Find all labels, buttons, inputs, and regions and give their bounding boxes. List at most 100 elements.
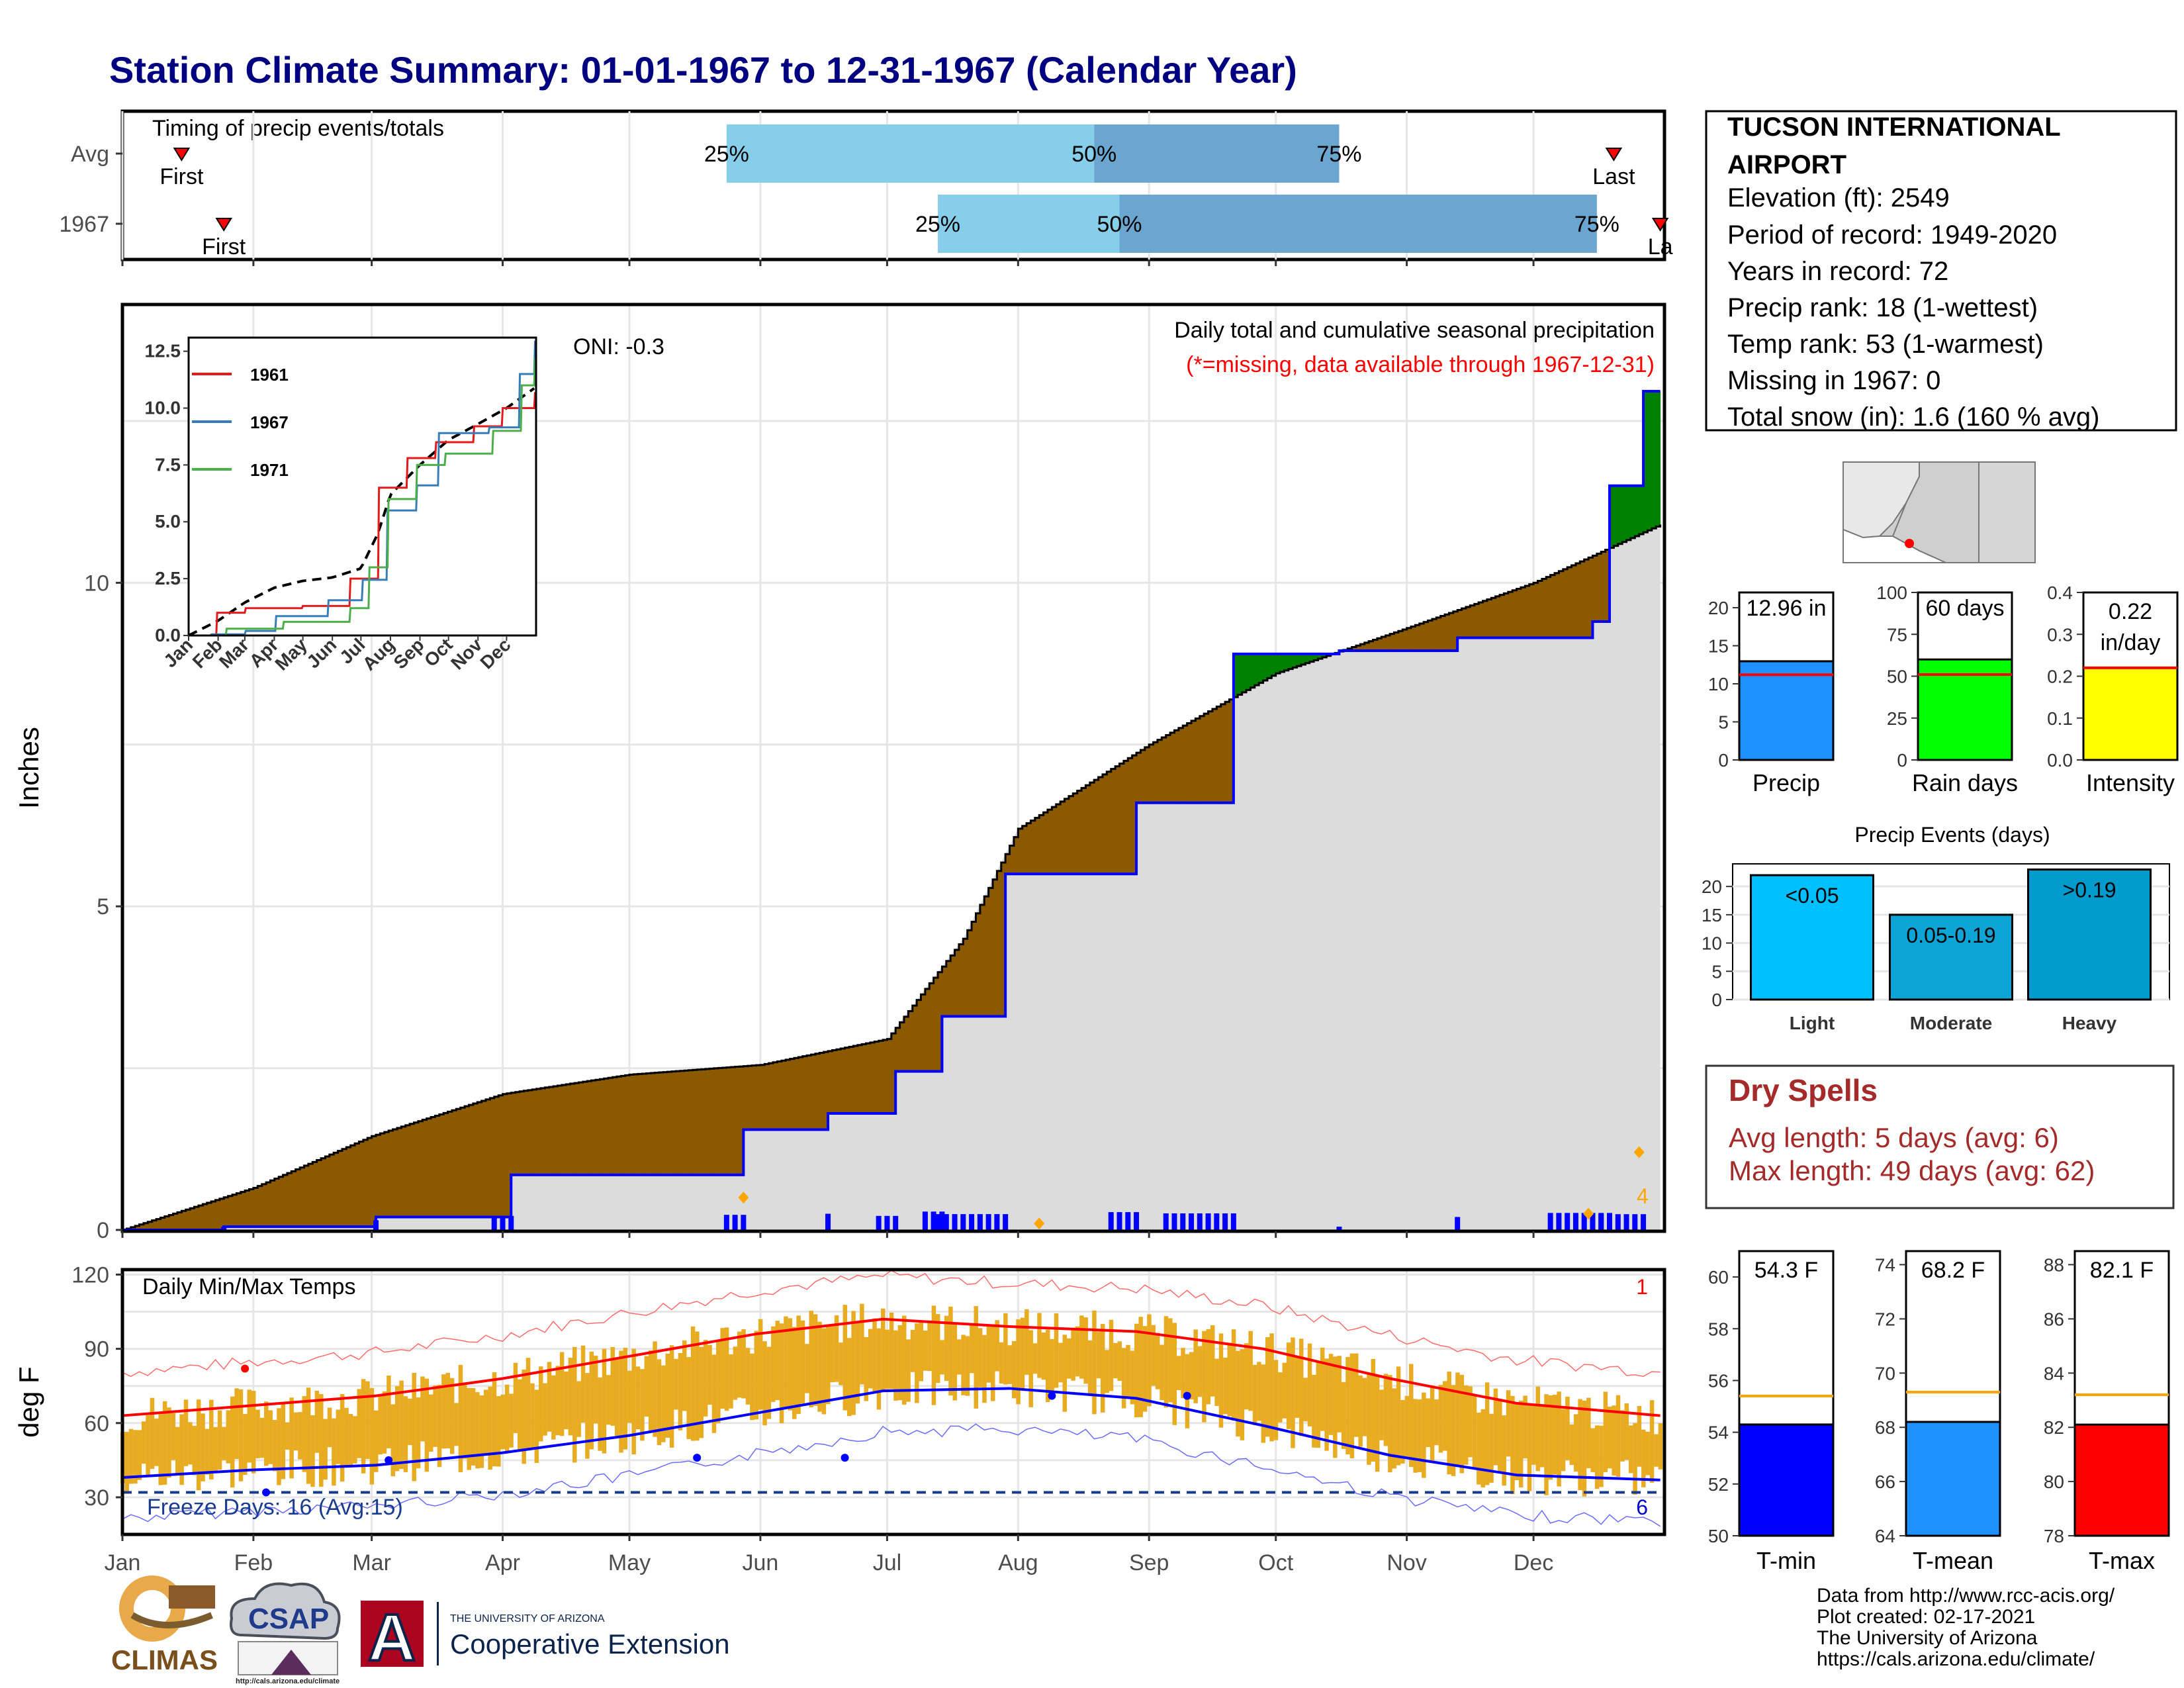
deficit-fill	[1009, 845, 1015, 874]
daily-temp-bar	[1333, 1356, 1338, 1458]
temp-bar-label: T-mean	[1913, 1547, 1993, 1574]
daily-temp-bar	[564, 1371, 569, 1430]
deficit-fill	[1022, 825, 1027, 874]
summary-bar-label: Intensity	[2086, 769, 2175, 796]
deficit-fill	[621, 1076, 626, 1175]
daily-temp-bar	[631, 1348, 636, 1455]
daily-temp-bar	[614, 1359, 619, 1436]
deficit-fill	[1571, 565, 1576, 638]
summary-bar-intensity	[2082, 667, 2179, 761]
daily-temp-bar	[289, 1397, 294, 1479]
daily-temp-bar	[259, 1417, 265, 1458]
daily-temp-bar	[754, 1331, 759, 1420]
deficit-fill	[925, 988, 930, 1072]
surplus-fill	[1267, 653, 1272, 679]
deficit-fill	[1115, 766, 1120, 874]
summary-value-label: 60 days	[1925, 596, 2004, 621]
deficit-fill	[1537, 581, 1543, 638]
deficit-fill	[1495, 596, 1500, 638]
daily-temp-bar	[1612, 1405, 1616, 1476]
inset-legend-label: 1961	[250, 365, 289, 385]
deficit-fill	[938, 972, 942, 1072]
deficit-fill	[713, 1068, 719, 1175]
daily-temp-bar	[449, 1378, 455, 1454]
events-ytick-label: 15	[1702, 905, 1722, 925]
daily-temp-bar	[619, 1350, 623, 1453]
deficit-fill	[473, 1103, 478, 1217]
daily-temp-bar	[1240, 1349, 1245, 1440]
daily-temp-bar	[1193, 1329, 1198, 1403]
credit-university: The University of Arizona	[1817, 1627, 2038, 1649]
daily-temp-bar	[1443, 1381, 1447, 1451]
daily-temp-bar	[1582, 1400, 1587, 1497]
deficit-fill	[494, 1096, 499, 1217]
deficit-fill	[245, 1190, 250, 1227]
deficit-fill	[1596, 553, 1602, 622]
daily-temp-bar	[1163, 1316, 1169, 1408]
daily-temp-bar	[956, 1339, 962, 1375]
event-count-label: 4	[1637, 1184, 1649, 1208]
deficit-fill	[1132, 755, 1137, 874]
daily-temp-bar	[805, 1344, 809, 1393]
precip-events-title: Precip Events (days)	[1854, 823, 2050, 847]
daily-temp-bar	[1117, 1341, 1122, 1381]
daily-temp-bar	[1185, 1354, 1190, 1429]
deficit-fill	[815, 1053, 820, 1130]
event-bar-moderate	[1889, 914, 2013, 1001]
surplus-fill	[1614, 485, 1619, 546]
university-arizona-logo: A THE UNIVERSITY OF ARIZONA Cooperative …	[361, 1599, 730, 1676]
deficit-fill	[929, 983, 934, 1072]
daily-temp-bar	[234, 1388, 239, 1460]
timing-panel: Timing of precip events/totals Avg 25% 50%…	[59, 109, 1673, 266]
daily-temp-bar	[1236, 1350, 1240, 1437]
daily-temp-bar	[1320, 1347, 1325, 1431]
deficit-fill	[388, 1131, 394, 1217]
daily-temp-bar	[1121, 1348, 1126, 1409]
daily-temp-bar	[319, 1393, 324, 1487]
surplus-fill	[1314, 653, 1319, 661]
surplus-fill	[1297, 653, 1302, 667]
record-low-marker	[1048, 1391, 1056, 1400]
surplus-fill	[1635, 485, 1640, 536]
deficit-fill	[972, 921, 976, 1017]
daily-temp-bar	[247, 1389, 252, 1463]
daily-temp-bar	[1430, 1385, 1435, 1462]
timing-p75-label: 75%	[1574, 212, 1619, 237]
deficit-fill	[1360, 644, 1365, 651]
deficit-fill	[1461, 608, 1467, 638]
daily-temp-bar	[986, 1326, 991, 1383]
climas-wordmark: CLIMAS	[111, 1644, 218, 1675]
daily-temp-bar	[1092, 1310, 1097, 1415]
deficit-fill	[650, 1073, 655, 1175]
deficit-fill	[878, 1041, 884, 1114]
deficit-fill	[506, 1093, 512, 1217]
deficit-fill	[891, 1033, 896, 1114]
daily-temp-bar	[500, 1394, 506, 1450]
deficit-fill	[963, 939, 968, 1017]
event-bar-light	[1750, 874, 1874, 1001]
daily-temp-bar	[201, 1413, 205, 1481]
deficit-fill	[625, 1075, 630, 1175]
daily-temp-bar	[881, 1308, 886, 1391]
deficit-fill	[798, 1056, 803, 1130]
daily-temp-bar	[1362, 1378, 1367, 1436]
surplus-fill	[1305, 653, 1310, 663]
deficit-fill	[1419, 623, 1424, 651]
deficit-fill	[1085, 785, 1091, 874]
deficit-fill	[832, 1050, 837, 1114]
deficit-fill	[1107, 771, 1112, 874]
daily-temp-bar	[1637, 1405, 1642, 1467]
daily-temp-bar	[1451, 1385, 1456, 1476]
surplus-fill	[1617, 485, 1623, 544]
daily-temp-bar	[251, 1391, 256, 1474]
surplus-fill	[1246, 653, 1251, 690]
daily-temp-bar	[686, 1357, 691, 1439]
temp-bar-ytick-label: 64	[1875, 1526, 1895, 1546]
deficit-fill	[1601, 551, 1606, 622]
daily-temp-bar	[543, 1383, 547, 1436]
daily-temp-bar	[513, 1362, 518, 1433]
daily-temp-bar	[1223, 1357, 1228, 1415]
deficit-fill	[844, 1047, 850, 1114]
daily-temp-bar	[653, 1341, 657, 1437]
daily-temp-bar	[1531, 1406, 1536, 1465]
